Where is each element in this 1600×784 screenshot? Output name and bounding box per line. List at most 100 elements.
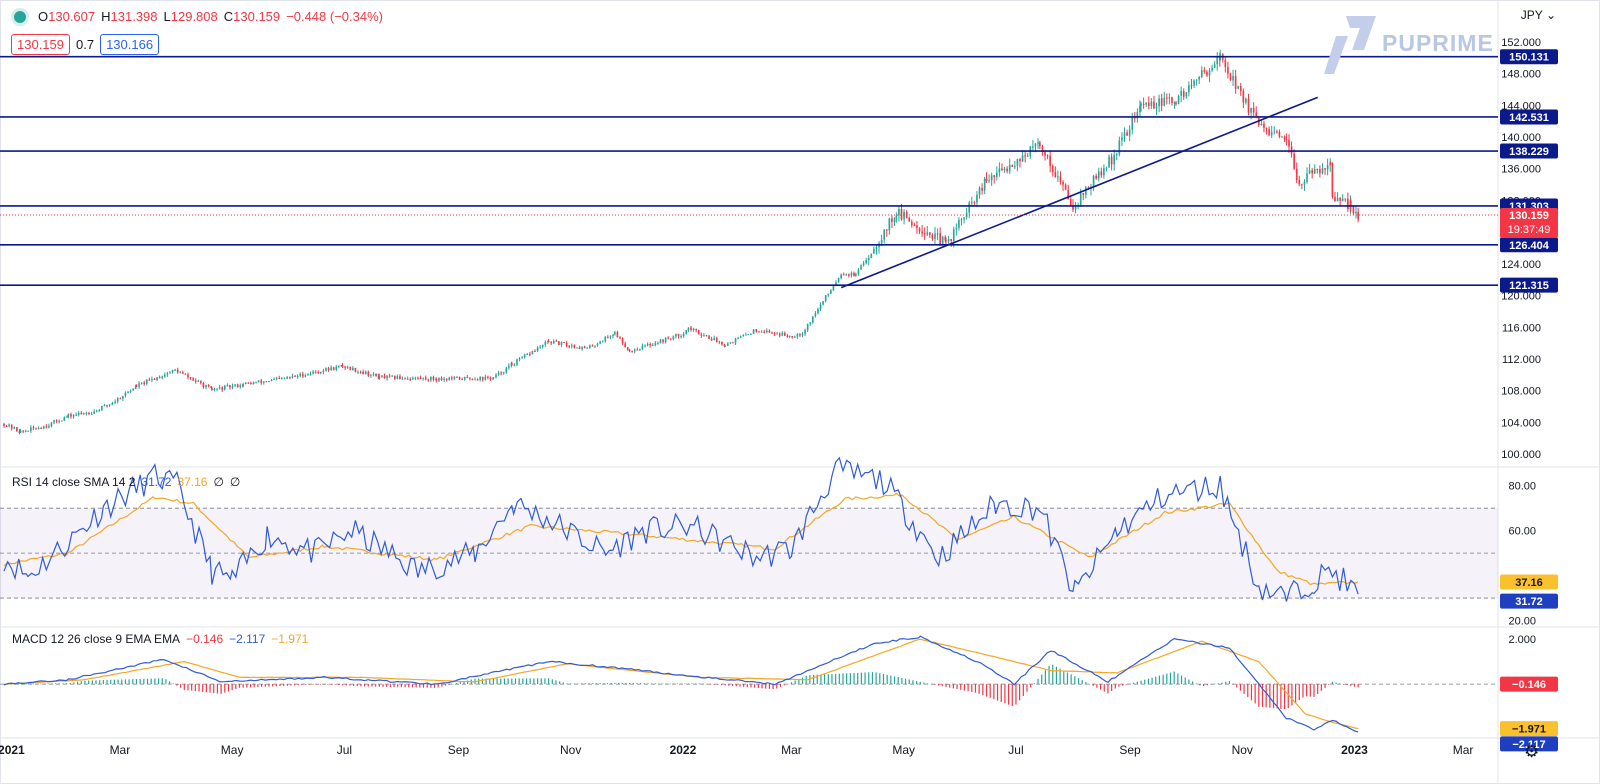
candle-body xyxy=(176,369,179,373)
macd-tick-label: 2.000 xyxy=(1508,634,1536,646)
sell-price-button[interactable]: 130.159 xyxy=(11,34,70,55)
candle-body xyxy=(913,225,916,227)
macd-histogram-bar xyxy=(1254,684,1256,704)
candle-body xyxy=(213,389,216,391)
macd-histogram-bar xyxy=(235,684,237,690)
macd-histogram-bar xyxy=(1155,676,1157,685)
candle-body xyxy=(192,378,194,381)
candle-body xyxy=(534,351,536,353)
candle-body xyxy=(649,343,651,346)
candle-body xyxy=(430,376,432,381)
candle-body xyxy=(601,341,604,343)
macd-histogram-bar xyxy=(617,682,620,685)
candle-body xyxy=(804,330,806,334)
currency-selector[interactable]: JPY ⌄ xyxy=(1521,8,1556,22)
candle-body xyxy=(45,426,48,428)
candle-body xyxy=(1173,102,1176,104)
macd-histogram-bar xyxy=(1180,675,1183,685)
macd-histogram-bar xyxy=(1313,684,1315,697)
candle-body xyxy=(396,376,399,379)
candle-body xyxy=(1123,132,1126,138)
macd-histogram-bar xyxy=(982,684,984,696)
candle-body xyxy=(1278,131,1281,137)
candle-body xyxy=(1290,146,1293,154)
gear-icon[interactable]: ⚙ xyxy=(1524,742,1540,761)
candle-body xyxy=(244,382,247,384)
macd-histogram-bar xyxy=(838,673,840,685)
rsi-price-tag: 31.72 xyxy=(1515,596,1543,608)
candle-body xyxy=(1133,117,1136,119)
time-tick-label: 2023 xyxy=(1341,743,1368,757)
macd-histogram-bar xyxy=(165,679,167,685)
candle-body xyxy=(521,357,523,359)
candle-body xyxy=(970,202,973,204)
candle-body xyxy=(1349,200,1352,207)
time-tick-label: Sep xyxy=(1119,743,1141,757)
macd-histogram-bar xyxy=(415,684,417,688)
rsi-price-tag-bg xyxy=(1500,593,1558,609)
rsi-na-2: ∅ xyxy=(229,475,241,489)
candle-body xyxy=(1001,168,1003,171)
macd-histogram-bar xyxy=(312,684,314,685)
macd-histogram-bar xyxy=(621,682,623,685)
macd-histogram-bar xyxy=(47,683,49,685)
macd-histogram-bar xyxy=(831,673,833,685)
macd-histogram-bar xyxy=(632,683,634,685)
candle-body xyxy=(1097,171,1100,179)
macd-histogram-bar xyxy=(496,678,498,685)
candle-body xyxy=(1108,156,1110,168)
candle-body xyxy=(599,341,601,344)
candle-body xyxy=(1140,103,1142,106)
candle-body xyxy=(891,218,893,223)
candle-body xyxy=(101,405,103,410)
signal-price-tag-bg xyxy=(1500,721,1558,737)
candle-body xyxy=(197,380,200,382)
macd-histogram-bar xyxy=(713,684,715,685)
candle-body xyxy=(883,229,886,240)
candle-body xyxy=(327,368,330,371)
candle-body xyxy=(375,373,377,377)
candle-body xyxy=(1145,102,1148,105)
candle-body xyxy=(1216,56,1219,65)
candle-body xyxy=(945,240,947,242)
macd-histogram-bar xyxy=(65,683,68,685)
macd-histogram-bar xyxy=(1015,684,1017,705)
macd-histogram-bar xyxy=(367,684,369,687)
candle-body xyxy=(806,324,809,331)
macd-histogram-bar xyxy=(216,684,219,694)
candle-body xyxy=(260,380,263,383)
level-price-tag: 142.531 xyxy=(1509,112,1549,124)
candle-body xyxy=(1185,92,1188,97)
macd-histogram-bar xyxy=(1085,681,1087,685)
macd-histogram-bar xyxy=(1140,680,1142,685)
macd-histogram-bar xyxy=(790,682,793,685)
macd-histogram-bar xyxy=(963,684,966,691)
candle-body xyxy=(438,377,440,381)
candle-body xyxy=(265,381,268,383)
candle-body xyxy=(312,371,314,374)
macd-histogram-bar xyxy=(99,680,101,685)
macd-histogram-bar xyxy=(1250,684,1253,701)
candle-body xyxy=(1072,205,1074,210)
candle-body xyxy=(497,372,500,375)
buy-price-button[interactable]: 130.166 xyxy=(100,34,160,55)
macd-histogram-bar xyxy=(750,684,752,688)
candle-body xyxy=(1336,197,1339,202)
candle-body xyxy=(443,378,445,380)
macd-histogram-bar xyxy=(330,684,333,685)
candle-body xyxy=(166,373,169,375)
candle-body xyxy=(1182,91,1185,97)
macd-histogram-bar xyxy=(566,683,568,685)
candle-body xyxy=(639,349,641,351)
macd-histogram-bar xyxy=(614,682,616,685)
macd-histogram-bar xyxy=(132,679,134,685)
candle-body xyxy=(296,376,299,378)
macd-histogram-bar xyxy=(297,684,299,686)
candle-body xyxy=(973,202,976,204)
candle-body xyxy=(88,412,90,414)
macd-histogram-bar xyxy=(422,684,425,688)
price-tick-label: 120.000 xyxy=(1501,291,1541,303)
macd-histogram-bar xyxy=(139,678,141,685)
candle-body xyxy=(1153,101,1155,109)
